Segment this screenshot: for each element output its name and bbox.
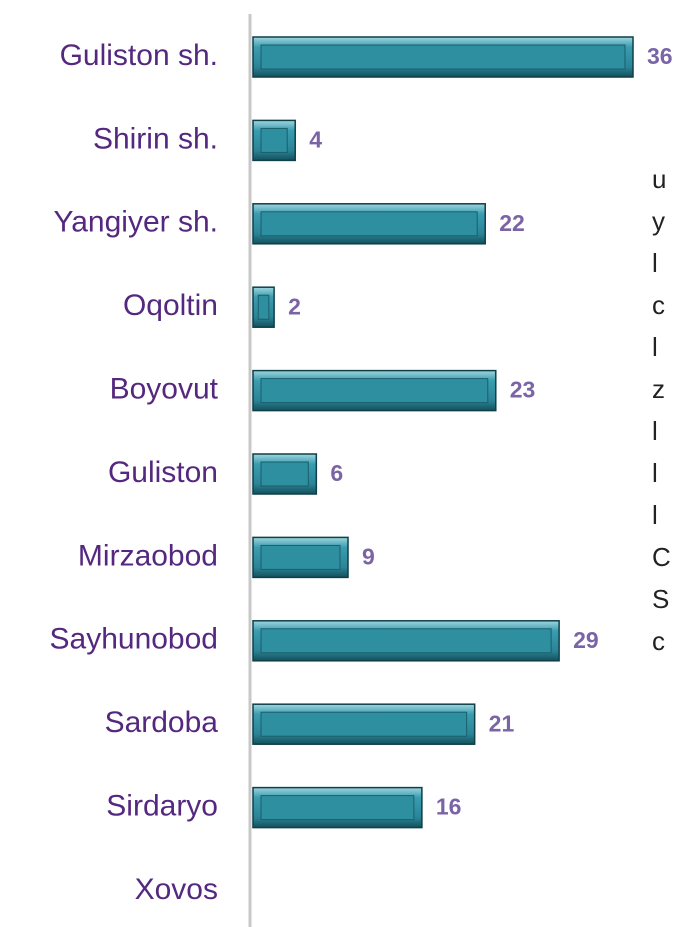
bar-bevel: [260, 461, 309, 487]
category-label: Sirdaryo: [106, 790, 218, 823]
bar-bevel: [257, 294, 270, 320]
side-text: l: [652, 416, 658, 446]
category-label: Guliston sh.: [60, 39, 218, 72]
category-label: Yangiyer sh.: [53, 206, 218, 239]
category-label: Mirzaobod: [78, 539, 218, 572]
category-label: Oqoltin: [123, 289, 218, 322]
bar-bevel: [260, 628, 552, 654]
bar-bevel: [260, 795, 415, 821]
side-text: c: [652, 626, 665, 656]
bar-bevel: [260, 211, 478, 237]
category-label: Xovos: [135, 873, 218, 906]
side-text: l: [652, 500, 658, 530]
side-text: C: [652, 542, 671, 572]
value-label: 9: [362, 543, 375, 569]
value-label: 4: [309, 126, 322, 152]
value-label: 23: [510, 377, 536, 403]
side-text: S: [652, 584, 669, 614]
value-label: 16: [436, 794, 462, 820]
side-text: u: [652, 164, 666, 194]
value-label: 36: [647, 43, 673, 69]
bar-bevel: [260, 44, 626, 70]
side-text: y: [652, 206, 665, 236]
category-label: Shirin sh.: [93, 122, 218, 155]
bar-bevel: [260, 544, 341, 570]
value-label: 21: [489, 710, 515, 736]
side-text: l: [652, 248, 658, 278]
value-label: 22: [499, 210, 525, 236]
category-label: Sayhunobod: [50, 623, 219, 656]
side-text: z: [652, 374, 665, 404]
bar-bevel: [260, 378, 489, 404]
value-label: 29: [573, 627, 599, 653]
bar-bevel: [260, 127, 288, 153]
category-label: Guliston: [108, 456, 218, 489]
category-label: Boyovut: [110, 373, 219, 406]
side-text: l: [652, 458, 658, 488]
bar-bevel: [260, 711, 468, 737]
category-label: Sardoba: [105, 706, 219, 739]
value-label: 2: [288, 293, 301, 319]
value-label: 6: [330, 460, 343, 486]
side-text: l: [652, 332, 658, 362]
side-text: c: [652, 290, 665, 320]
